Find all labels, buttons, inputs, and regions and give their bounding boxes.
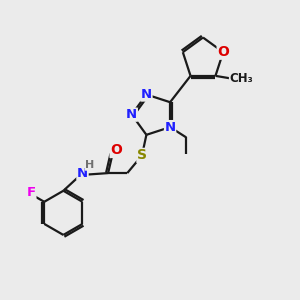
Text: N: N [164, 121, 176, 134]
Text: O: O [217, 45, 229, 59]
Text: S: S [137, 148, 147, 162]
Text: N: N [141, 88, 152, 101]
Text: O: O [110, 143, 122, 158]
Text: N: N [77, 167, 88, 180]
Text: CH₃: CH₃ [230, 72, 253, 85]
Text: F: F [27, 186, 36, 199]
Text: N: N [126, 108, 137, 121]
Text: H: H [85, 160, 94, 170]
